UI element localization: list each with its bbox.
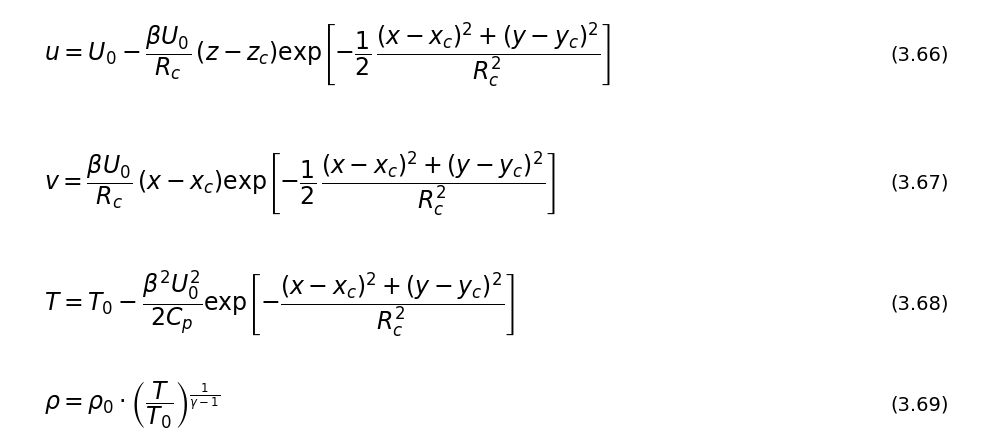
Text: $v = \dfrac{\beta U_0}{R_c}\,(x - x_c)\exp\!\left[-\dfrac{1}{2}\,\dfrac{(x - x_c: $v = \dfrac{\beta U_0}{R_c}\,(x - x_c)\e… (44, 148, 555, 217)
Text: (3.67): (3.67) (890, 173, 948, 192)
Text: $\rho = \rho_0 \cdot \left(\dfrac{T}{T_0}\right)^{\frac{1}{\gamma - 1}}$: $\rho = \rho_0 \cdot \left(\dfrac{T}{T_0… (44, 378, 219, 430)
Text: $u = U_0 - \dfrac{\beta U_0}{R_c}\,(z - z_c)\exp\!\left[-\dfrac{1}{2}\,\dfrac{(x: $u = U_0 - \dfrac{\beta U_0}{R_c}\,(z - … (44, 20, 610, 89)
Text: (3.69): (3.69) (890, 395, 948, 413)
Text: (3.66): (3.66) (890, 45, 948, 64)
Text: (3.68): (3.68) (890, 293, 948, 312)
Text: $T = T_0 - \dfrac{\beta^2 U_0^2}{2C_p}\exp\!\left[-\dfrac{(x - x_c)^2 + (y - y_c: $T = T_0 - \dfrac{\beta^2 U_0^2}{2C_p}\e… (44, 268, 514, 338)
